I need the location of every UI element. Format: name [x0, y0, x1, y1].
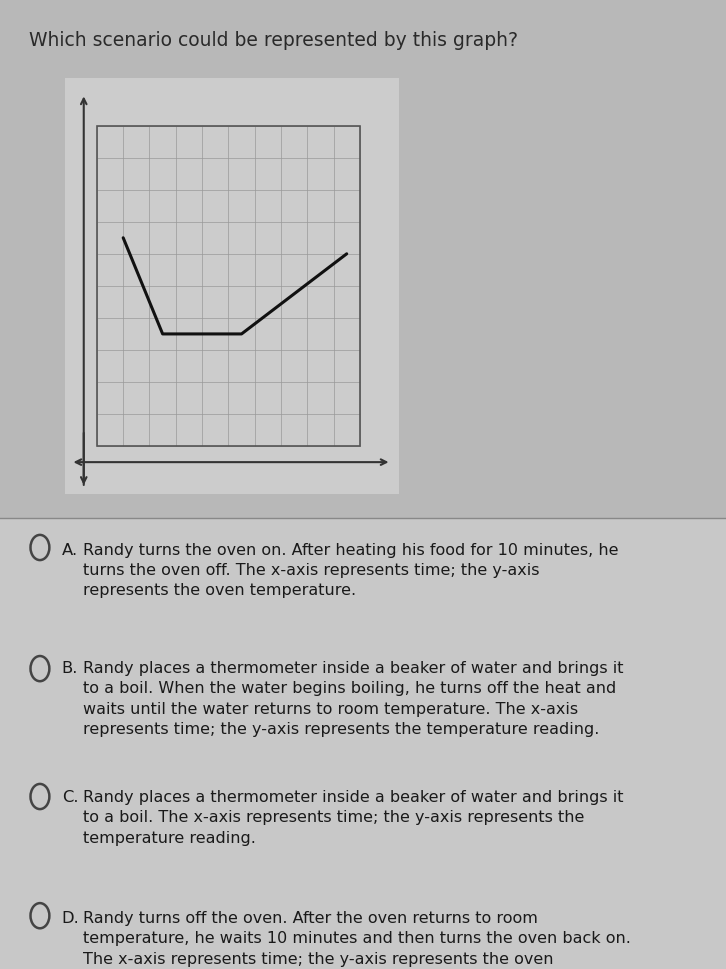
- Text: Randy places a thermometer inside a beaker of water and brings it
to a boil. The: Randy places a thermometer inside a beak…: [83, 790, 624, 846]
- Text: Randy turns the oven on. After heating his food for 10 minutes, he
turns the ove: Randy turns the oven on. After heating h…: [83, 543, 619, 599]
- Text: Which scenario could be represented by this graph?: Which scenario could be represented by t…: [29, 31, 518, 50]
- Bar: [97, 126, 360, 446]
- Text: D.: D.: [62, 911, 79, 925]
- Text: C.: C.: [62, 790, 78, 804]
- Text: B.: B.: [62, 661, 78, 675]
- Text: Randy turns off the oven. After the oven returns to room
temperature, he waits 1: Randy turns off the oven. After the oven…: [83, 911, 632, 969]
- Text: A.: A.: [62, 543, 78, 557]
- Text: Randy places a thermometer inside a beaker of water and brings it
to a boil. Whe: Randy places a thermometer inside a beak…: [83, 661, 624, 737]
